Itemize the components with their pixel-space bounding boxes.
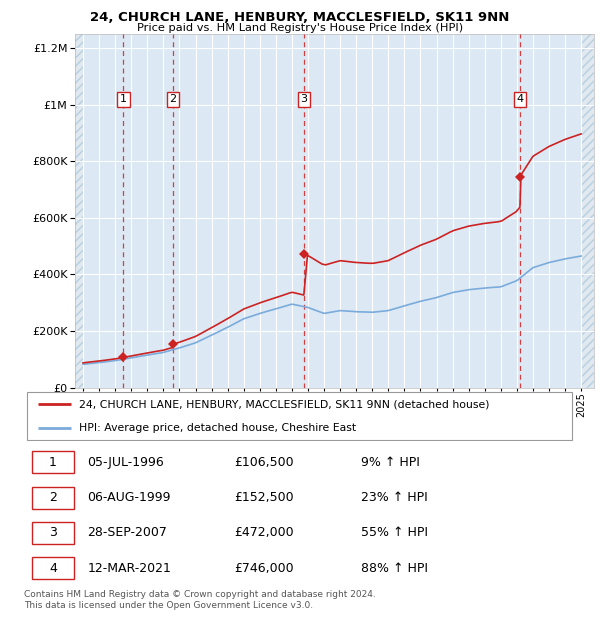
Text: 4: 4	[49, 562, 57, 575]
Text: 05-JUL-1996: 05-JUL-1996	[88, 456, 164, 469]
Text: £746,000: £746,000	[234, 562, 293, 575]
Text: 3: 3	[49, 526, 57, 539]
Bar	[75, 34, 83, 388]
FancyBboxPatch shape	[32, 557, 74, 579]
Text: 24, CHURCH LANE, HENBURY, MACCLESFIELD, SK11 9NN (detached house): 24, CHURCH LANE, HENBURY, MACCLESFIELD, …	[79, 399, 490, 409]
Text: 06-AUG-1999: 06-AUG-1999	[88, 491, 171, 504]
Text: Contains HM Land Registry data © Crown copyright and database right 2024.
This d: Contains HM Land Registry data © Crown c…	[24, 590, 376, 609]
Text: Price paid vs. HM Land Registry's House Price Index (HPI): Price paid vs. HM Land Registry's House …	[137, 23, 463, 33]
Text: 88% ↑ HPI: 88% ↑ HPI	[361, 562, 428, 575]
FancyBboxPatch shape	[32, 522, 74, 544]
Text: HPI: Average price, detached house, Cheshire East: HPI: Average price, detached house, Ches…	[79, 423, 356, 433]
Text: 12-MAR-2021: 12-MAR-2021	[88, 562, 172, 575]
Text: £106,500: £106,500	[234, 456, 293, 469]
Text: 1: 1	[49, 456, 57, 469]
Text: 3: 3	[301, 94, 307, 105]
Text: 23% ↑ HPI: 23% ↑ HPI	[361, 491, 427, 504]
FancyBboxPatch shape	[27, 392, 572, 440]
Text: 4: 4	[517, 94, 523, 105]
Text: 28-SEP-2007: 28-SEP-2007	[88, 526, 167, 539]
Bar	[581, 34, 594, 388]
Text: 55% ↑ HPI: 55% ↑ HPI	[361, 526, 428, 539]
FancyBboxPatch shape	[32, 451, 74, 473]
Text: 9% ↑ HPI: 9% ↑ HPI	[361, 456, 419, 469]
Text: £472,000: £472,000	[234, 526, 293, 539]
FancyBboxPatch shape	[32, 487, 74, 508]
Text: 2: 2	[169, 94, 176, 105]
Text: £152,500: £152,500	[234, 491, 293, 504]
Text: 1: 1	[120, 94, 127, 105]
Text: 24, CHURCH LANE, HENBURY, MACCLESFIELD, SK11 9NN: 24, CHURCH LANE, HENBURY, MACCLESFIELD, …	[91, 11, 509, 24]
Text: 2: 2	[49, 491, 57, 504]
